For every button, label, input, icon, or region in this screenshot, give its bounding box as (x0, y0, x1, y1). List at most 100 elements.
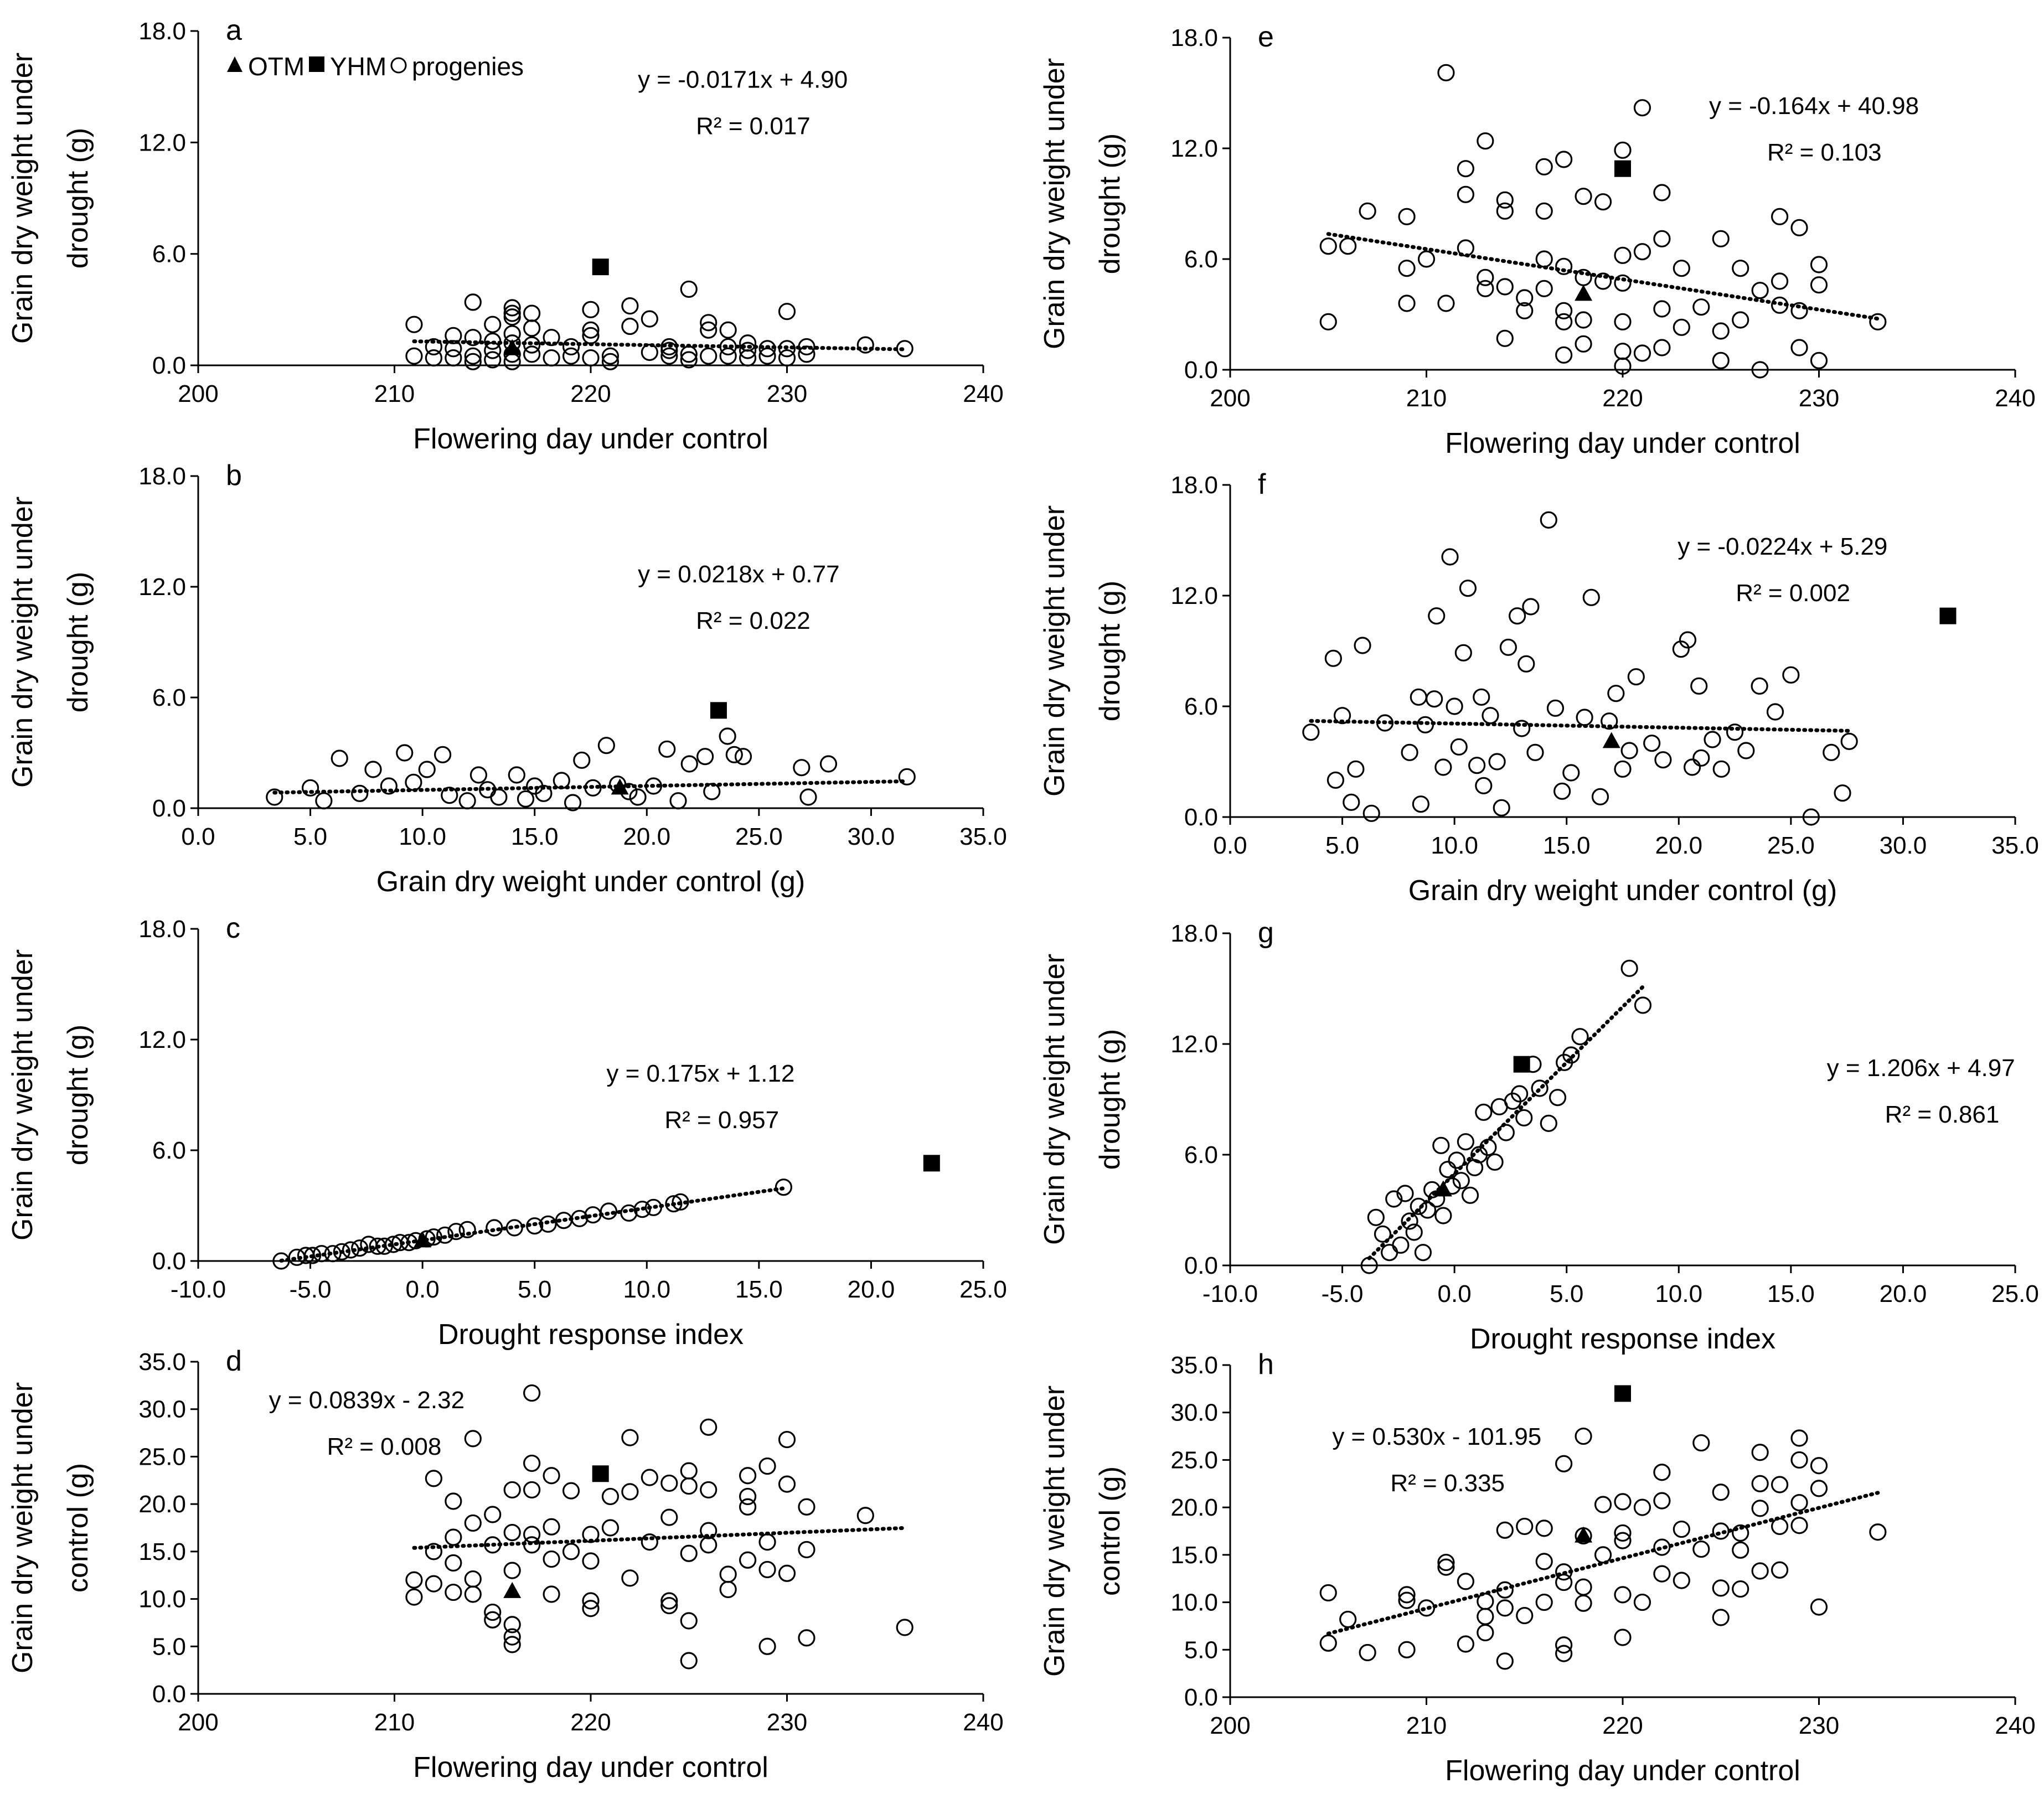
progeny-point (1751, 361, 1769, 379)
progeny-point (775, 1179, 793, 1196)
y-tick-label: 0.0 (152, 352, 186, 379)
otm-point (1602, 732, 1620, 748)
y-tick-label: 5.0 (1184, 1636, 1218, 1663)
y-tick-label: 12.0 (1170, 582, 1218, 609)
progeny-point (1479, 1139, 1497, 1156)
progeny-point (1712, 760, 1730, 778)
progeny-point (342, 1241, 360, 1259)
y-tick-label: 0.0 (1184, 356, 1218, 384)
progeny-point (1511, 1085, 1529, 1103)
y-tick-label: 6.0 (1184, 246, 1218, 273)
progeny-point (1339, 237, 1357, 255)
progeny-point (739, 349, 757, 367)
progeny-point (1412, 795, 1429, 813)
progeny-point (464, 347, 482, 365)
y-axis-title-line1: Grain dry weight under (7, 949, 39, 1241)
progeny-point (1496, 1521, 1514, 1539)
progeny-point (324, 1245, 342, 1263)
progeny-point (486, 1219, 503, 1237)
progeny-point (680, 1612, 698, 1630)
progeny-point (458, 792, 476, 810)
progeny-point (660, 342, 678, 359)
progeny-point (1496, 191, 1514, 209)
progeny-point (739, 1487, 757, 1506)
progeny-point (1496, 1652, 1514, 1670)
y-tick-label: 30.0 (1170, 1399, 1218, 1426)
progeny-point (543, 1467, 560, 1485)
yhm-point (710, 702, 727, 719)
progeny-point (660, 347, 678, 365)
progeny-point (1437, 294, 1455, 312)
x-tick-label: -10.0 (1202, 1280, 1258, 1307)
yhm-point (1614, 1385, 1631, 1402)
progeny-point (1497, 1124, 1515, 1141)
x-tick-label: 25.0 (735, 823, 783, 850)
legend-circle-icon (390, 57, 407, 74)
panel-e: 0.0 6.0 12.0 18.0 200 210 220 230 240 Flowering d… (1039, 21, 2036, 459)
y-axis-title-line1: Grain dry weight under (7, 1382, 39, 1673)
progeny-point (425, 1228, 443, 1246)
progeny-point (469, 766, 488, 784)
progeny-point (464, 1430, 482, 1448)
progeny-point (1486, 1153, 1504, 1171)
progeny-point (1751, 1562, 1769, 1580)
progeny-point (1477, 268, 1494, 286)
progeny-point (484, 1603, 502, 1621)
progeny-point (1459, 580, 1477, 597)
progeny-point (1614, 357, 1632, 375)
progeny-point (1771, 1476, 1789, 1493)
y-tick-label: 18.0 (138, 463, 186, 490)
progeny-point (1790, 302, 1808, 319)
progeny-point (1654, 751, 1672, 769)
regression-equation: y = -0.0224x + 5.29 (1677, 533, 1887, 560)
y-axis-title-line1: Grain dry weight under (1039, 58, 1071, 349)
y-tick-label: 0.0 (1184, 804, 1218, 831)
legend-triangle-icon (227, 56, 242, 72)
progeny-point (1437, 1558, 1455, 1576)
progeny-point (1457, 1635, 1474, 1653)
progeny-point (1562, 1046, 1580, 1064)
progeny-point (526, 1217, 544, 1235)
progeny-point (1392, 1236, 1410, 1254)
progeny-point (405, 773, 422, 791)
progeny-point (445, 1492, 462, 1510)
progeny-point (680, 1544, 698, 1562)
progeny-point (739, 1551, 757, 1569)
panel-g: 0.0 6.0 12.0 18.0 -10.0 -5.0 0.0 5.0 10.0 15.0 20.… (1039, 917, 2039, 1355)
progeny-point (798, 1498, 815, 1516)
x-tick-label: 220 (1602, 385, 1643, 412)
progeny-point (1692, 1434, 1710, 1452)
r-squared-label: R² = 0.861 (1885, 1101, 2000, 1128)
progeny-point (1555, 1636, 1573, 1654)
y-tick-label: 12.0 (138, 129, 186, 156)
progeny-point (1643, 735, 1661, 752)
progeny-point (1398, 1641, 1416, 1658)
y-tick-label: 18.0 (1170, 920, 1218, 947)
progeny-point (405, 1588, 423, 1606)
x-tick-label: 230 (767, 1709, 807, 1736)
otm-point (503, 339, 522, 355)
otm-point (414, 1231, 432, 1248)
progeny-point (1535, 1593, 1553, 1611)
x-tick-label: 5.0 (1550, 1280, 1583, 1307)
progeny-point (680, 280, 698, 298)
progeny-point (1576, 709, 1593, 726)
progeny-point (1614, 1532, 1632, 1549)
progeny-point (719, 727, 736, 745)
progeny-point (445, 1554, 462, 1572)
progeny-point (1571, 1028, 1589, 1046)
x-tick-label: 25.0 (959, 1276, 1007, 1303)
progeny-point (1516, 302, 1534, 319)
progeny-point (441, 787, 458, 804)
progeny-point (445, 340, 462, 358)
progeny-point (564, 794, 582, 812)
progeny-point (1496, 329, 1514, 347)
progeny-point (1614, 1586, 1632, 1604)
y-axis-title-line2: drought (g) (62, 1025, 94, 1165)
legend-item-otm: OTM (227, 52, 304, 81)
y-axis-title-line2: drought (g) (1094, 1029, 1126, 1170)
progeny-point (621, 1483, 639, 1501)
progeny-point (1496, 202, 1514, 220)
progeny-point (1428, 607, 1446, 625)
panel-d: 0.0 5.0 10.0 15.0 20.0 25.0 30.0 35.0 200 210 220 2… (7, 1345, 1004, 1784)
